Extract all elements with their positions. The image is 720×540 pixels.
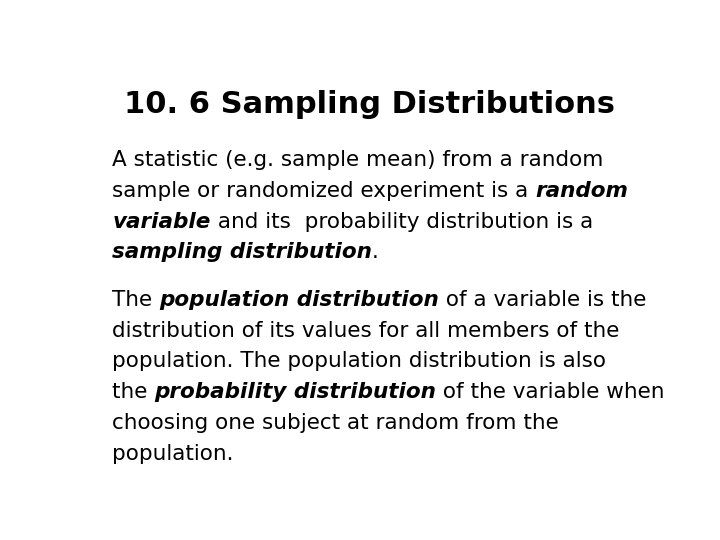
Text: population. The population distribution is also: population. The population distribution … xyxy=(112,352,606,372)
Text: the: the xyxy=(112,382,155,402)
Text: choosing one subject at random from the: choosing one subject at random from the xyxy=(112,413,559,433)
Text: population.: population. xyxy=(112,443,234,464)
Text: and its  probability distribution is a: and its probability distribution is a xyxy=(211,212,593,232)
Text: .: . xyxy=(372,242,379,262)
Text: population distribution: population distribution xyxy=(159,290,439,310)
Text: probability distribution: probability distribution xyxy=(155,382,436,402)
Text: sample or randomized experiment is a: sample or randomized experiment is a xyxy=(112,181,536,201)
Text: 10. 6 Sampling Distributions: 10. 6 Sampling Distributions xyxy=(124,90,614,119)
Text: variable: variable xyxy=(112,212,211,232)
Text: The: The xyxy=(112,290,159,310)
Text: sampling distribution: sampling distribution xyxy=(112,242,372,262)
Text: random: random xyxy=(536,181,629,201)
Text: A statistic (e.g. sample mean) from a random: A statistic (e.g. sample mean) from a ra… xyxy=(112,150,603,170)
Text: of a variable is the: of a variable is the xyxy=(439,290,647,310)
Text: distribution of its values for all members of the: distribution of its values for all membe… xyxy=(112,321,620,341)
Text: of the variable when: of the variable when xyxy=(436,382,665,402)
